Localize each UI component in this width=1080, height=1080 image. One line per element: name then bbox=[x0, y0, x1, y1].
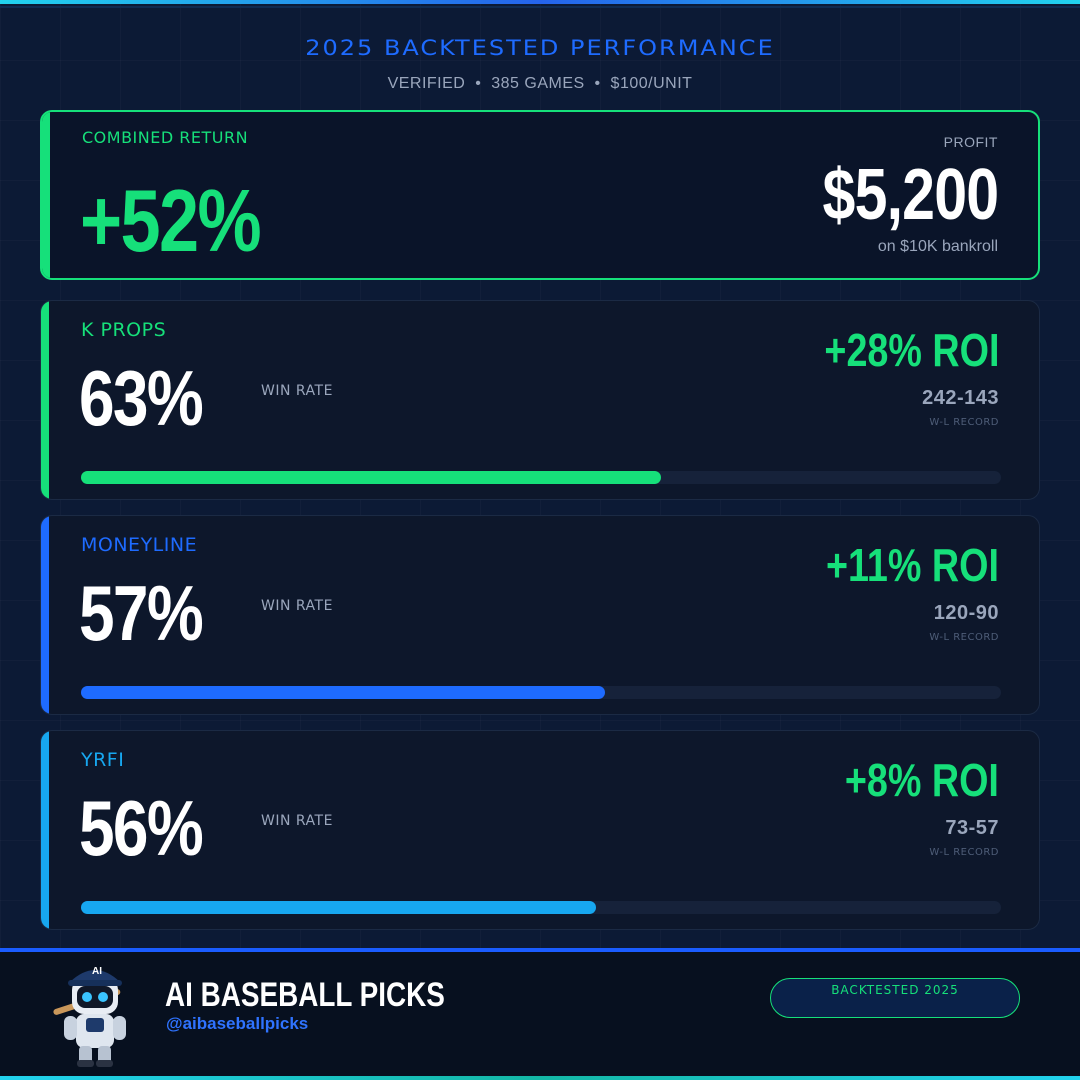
yrfi-win-rate-label: WIN RATE bbox=[261, 813, 333, 829]
combined-label: COMBINED RETURN bbox=[82, 128, 249, 147]
mascot-cap-text: AI bbox=[92, 966, 102, 977]
page-title: 2025 BACKTESTED PERFORMANCE bbox=[305, 35, 775, 61]
yrfi-progress-track bbox=[81, 901, 1001, 914]
moneyline-record-label: W-L RECORD bbox=[929, 632, 999, 643]
moneyline-label: MONEYLINE bbox=[81, 534, 198, 556]
profit-subtext: on $10K bankroll bbox=[877, 238, 998, 255]
footer: AI AI BASEBALL PICKS @aibaseballpicks BA… bbox=[0, 948, 1080, 1080]
k-props-win-pct: 63% bbox=[79, 354, 204, 442]
moneyline-accent-bar bbox=[41, 516, 49, 714]
yrfi-win-pct: 56% bbox=[79, 784, 204, 872]
k-props-progress-track bbox=[81, 471, 1001, 484]
yrfi-progress-fill bbox=[81, 901, 597, 914]
yrfi-record: 73-57 bbox=[945, 817, 999, 839]
yrfi-roi: +8% ROI bbox=[844, 754, 999, 806]
k-props-record: 242-143 bbox=[922, 387, 999, 409]
k-props-label: K PROPS bbox=[81, 319, 167, 341]
yrfi-record-label: W-L RECORD bbox=[929, 847, 999, 858]
k-props-progress-fill bbox=[81, 471, 661, 484]
k-props-accent-bar bbox=[41, 301, 49, 499]
combined-value: +52% bbox=[80, 171, 262, 270]
moneyline-record: 120-90 bbox=[933, 602, 999, 624]
moneyline-progress-track bbox=[81, 686, 1001, 699]
yrfi-label: YRFI bbox=[81, 749, 125, 771]
brand-handle[interactable]: @aibaseballpicks bbox=[166, 1014, 309, 1033]
k-props-card: K PROPS 63% WIN RATE +28% ROI 242-143 W-… bbox=[40, 300, 1040, 500]
brand-name: AI BASEBALL PICKS bbox=[165, 976, 445, 1014]
footer-bottom-line bbox=[0, 1076, 1080, 1080]
footer-top-line bbox=[0, 948, 1080, 952]
profit-label: PROFIT bbox=[943, 134, 998, 150]
backtested-badge: BACKTESTED 2025 bbox=[770, 978, 1020, 1018]
moneyline-win-pct: 57% bbox=[79, 569, 204, 657]
moneyline-progress-fill bbox=[81, 686, 606, 699]
top-stripe-shadow bbox=[0, 6, 1080, 8]
top-stripe bbox=[0, 0, 1080, 4]
robot-baseball-player-icon bbox=[53, 970, 126, 1067]
moneyline-roi: +11% ROI bbox=[826, 539, 999, 591]
combined-return-card: COMBINED RETURN +52% PROFIT $5,200 on $1… bbox=[40, 110, 1040, 280]
k-props-roi: +28% ROI bbox=[823, 324, 999, 376]
profit-value: $5,200 bbox=[822, 155, 998, 235]
moneyline-win-rate-label: WIN RATE bbox=[261, 598, 333, 614]
k-props-win-rate-label: WIN RATE bbox=[261, 383, 333, 399]
yrfi-card: YRFI 56% WIN RATE +8% ROI 73-57 W-L RECO… bbox=[40, 730, 1040, 930]
page-subtitle: VERIFIED • 385 GAMES • $100/UNIT bbox=[387, 75, 693, 92]
k-props-record-label: W-L RECORD bbox=[929, 417, 999, 428]
yrfi-accent-bar bbox=[41, 731, 49, 929]
moneyline-card: MONEYLINE 57% WIN RATE +11% ROI 120-90 W… bbox=[40, 515, 1040, 715]
combined-accent-bar bbox=[42, 112, 50, 278]
